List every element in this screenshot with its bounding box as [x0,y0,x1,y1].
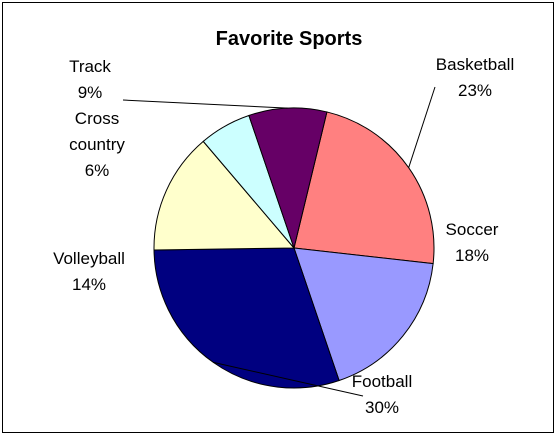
chart-area: Favorite Sports Basketball 23% Soccer 18% Fo… [2,2,554,433]
leader-lines [122,86,436,397]
pie-slice-soccer [293,247,434,382]
pie-slice-track [248,107,328,250]
data-label-volleyball: Volleyball 14% [53,249,125,294]
pie-slice-basketball [293,111,435,265]
data-label-basketball: Basketball 23% [436,55,514,100]
data-label-soccer: Soccer 18% [446,220,499,265]
pie-chart: Favorite Sports Basketball 23% Soccer 18% Fo… [53,28,514,417]
data-label-football: Football 30% [352,372,412,417]
data-label-cross-country: Cross country 6% [69,109,125,180]
leader-line-basketball [408,86,436,168]
leader-line-football [213,361,364,397]
pie-slices [153,107,435,389]
data-labels: Basketball 23% Soccer 18% Football 30% Volleyb… [53,55,514,417]
pie-slice-volleyball [153,140,296,251]
chart-title: Favorite Sports [216,28,363,50]
leader-line-track [122,99,288,109]
data-label-track: Track 9% [69,57,111,102]
